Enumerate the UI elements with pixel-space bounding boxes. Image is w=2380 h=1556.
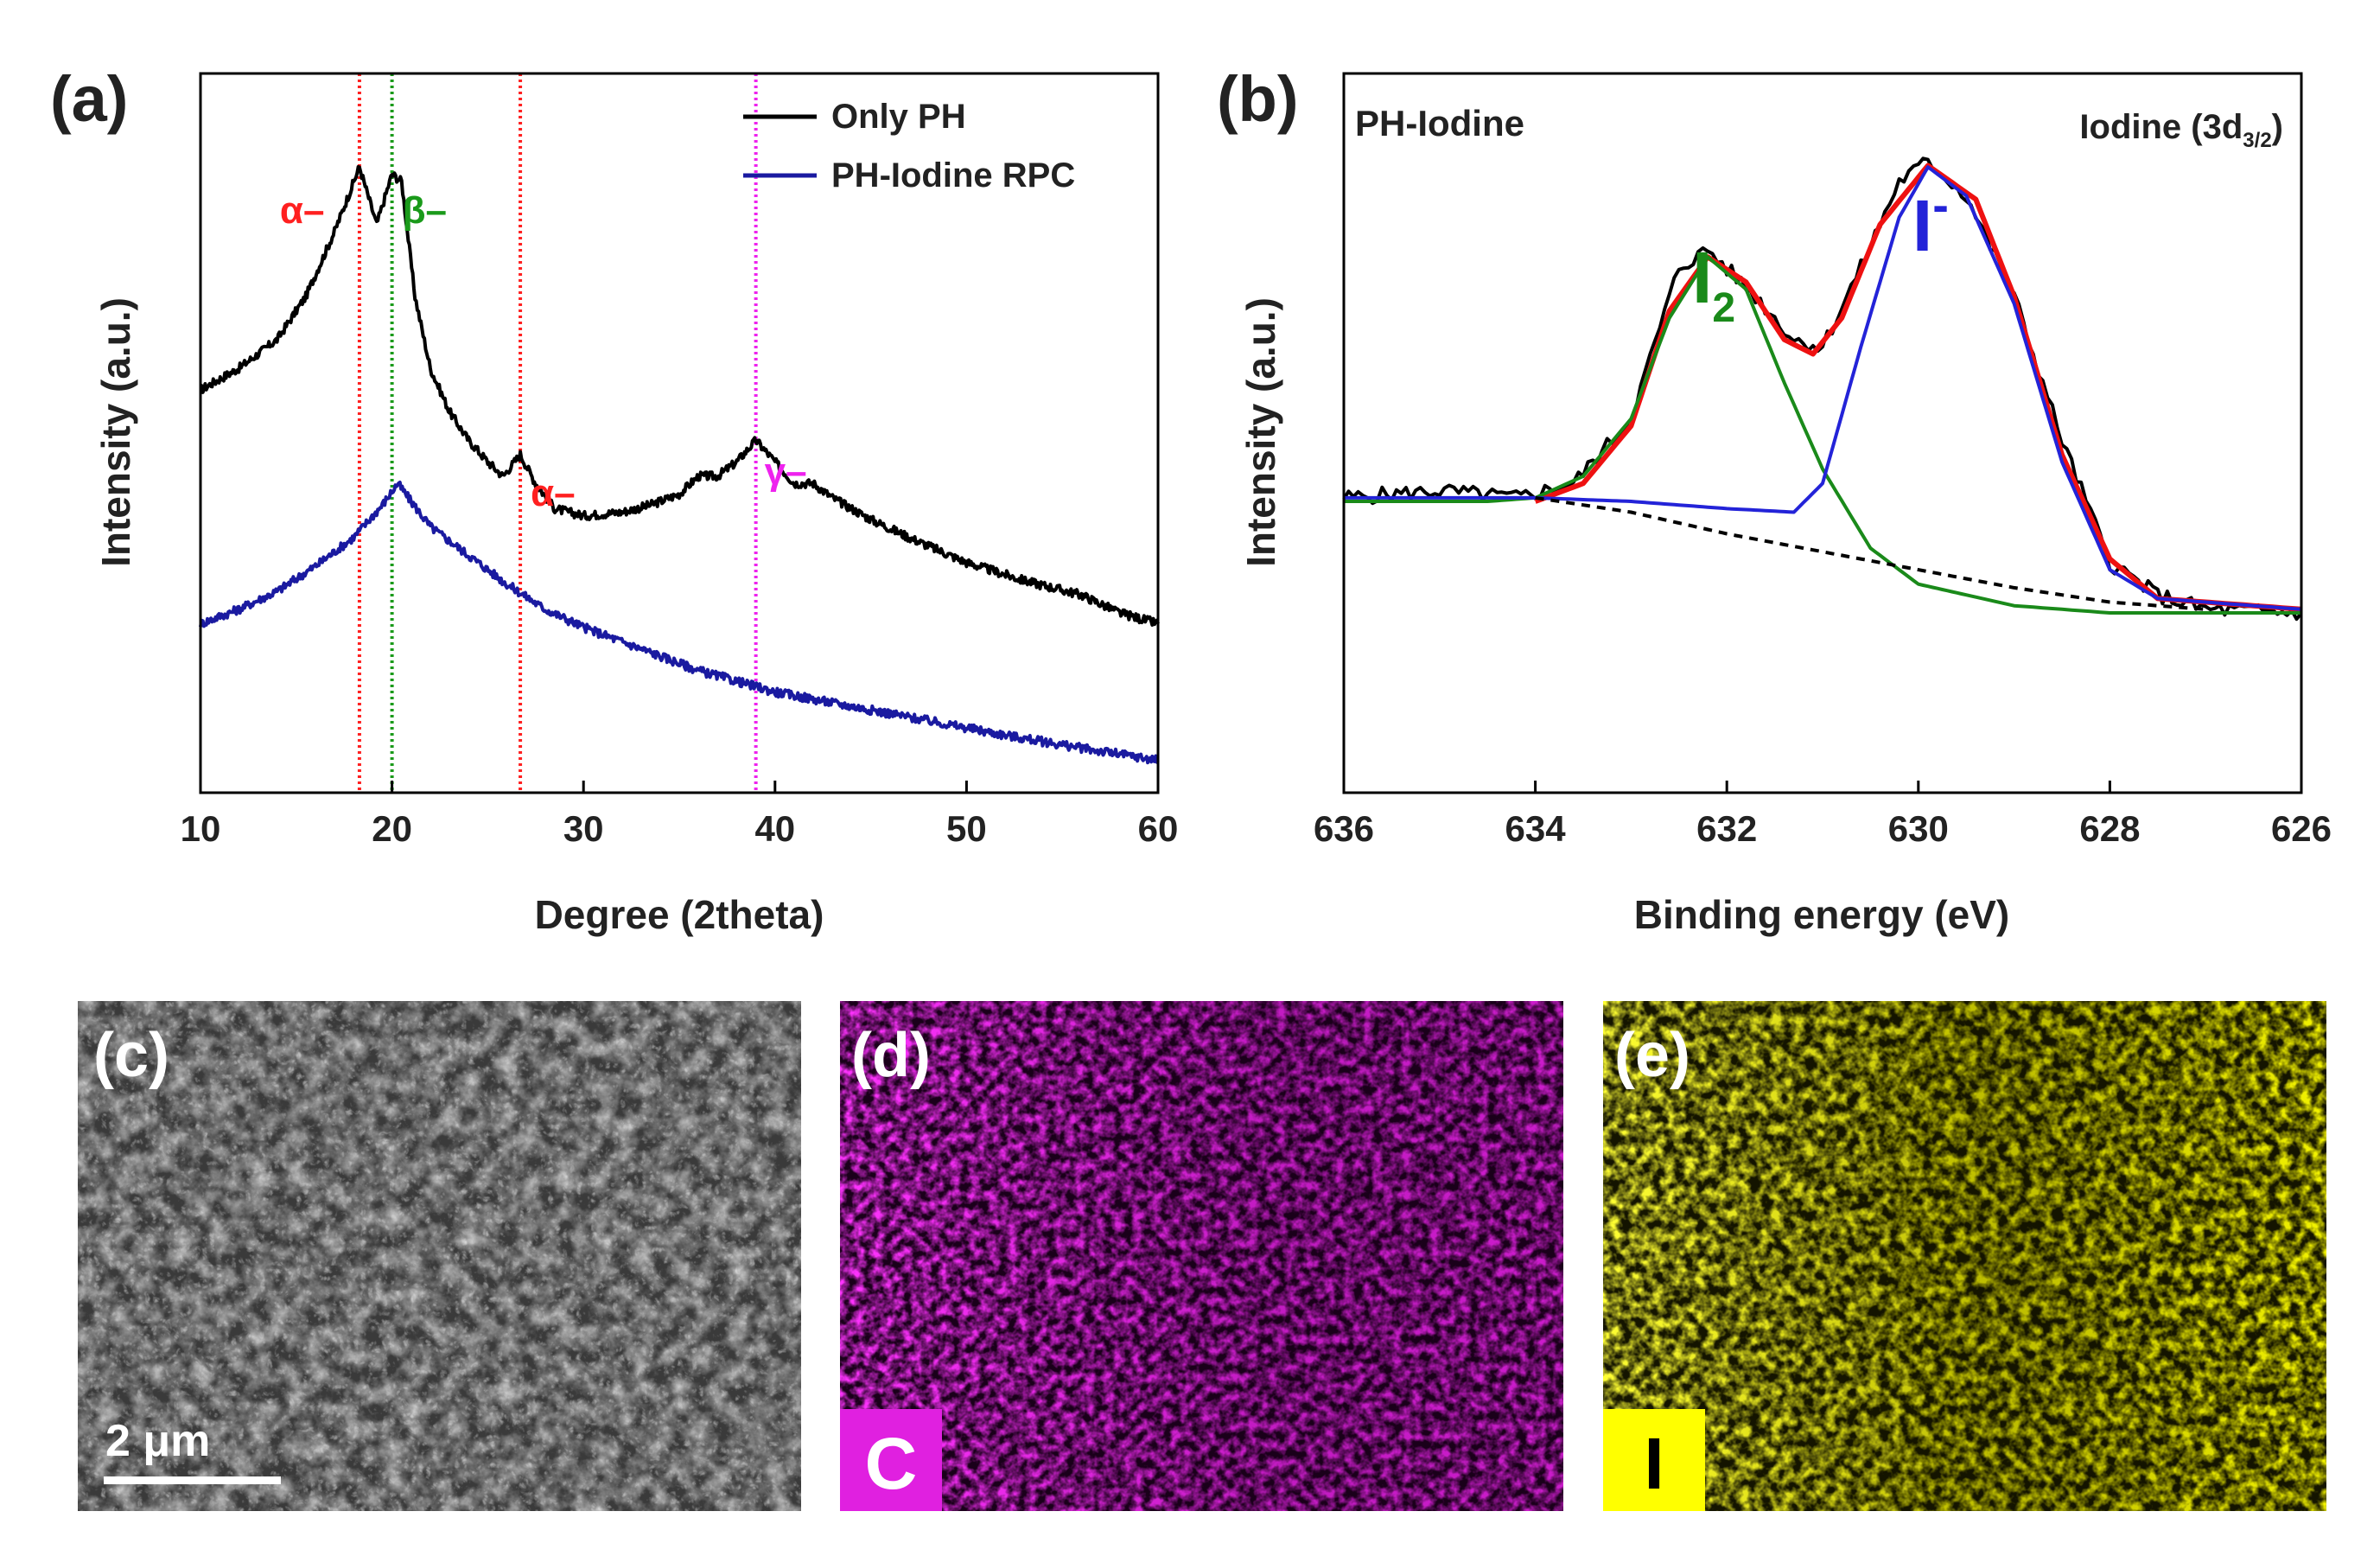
series-line-i2-component — [1344, 255, 2301, 615]
annotation-iodine-3d: Iodine (3d3/2) — [2079, 108, 2283, 152]
x-tick-label-b-626: 626 — [2271, 808, 2332, 849]
x-tick-label-b-630: 630 — [1888, 808, 1949, 849]
reference-label-2: α– — [531, 472, 576, 514]
legend-a: Only PH PH-Iodine RPC — [743, 98, 1075, 194]
series-line-raw-data — [1342, 156, 2303, 622]
reference-label-1: β– — [403, 189, 447, 232]
eds-map-iodine: (e) I — [1603, 1001, 2326, 1511]
element-badge-c — [840, 1409, 942, 1511]
xps-chart: (b) 636 634 632 630 628 626 PH-Iodine Iodine … — [1217, 63, 2332, 937]
x-tick-label-a-20: 20 — [372, 808, 412, 849]
element-badge-i — [1603, 1409, 1705, 1511]
panel-label-d: (d) — [851, 1021, 931, 1090]
series-line-background — [1535, 495, 2206, 611]
series-line-only-ph — [199, 165, 1160, 627]
scale-bar — [104, 1476, 281, 1484]
x-tick-label-b-632: 632 — [1696, 808, 1757, 849]
element-label-c: C — [865, 1423, 918, 1504]
panel-label-e: (e) — [1614, 1021, 1690, 1090]
x-tick-label-b-634: 634 — [1505, 808, 1567, 849]
peak-label-1: I- — [1912, 177, 1949, 266]
y-axis-title-b: Intensity (a.u.) — [1238, 297, 1283, 567]
x-tick-label-a-60: 60 — [1138, 808, 1179, 849]
scale-bar-label: 2 μm — [105, 1416, 210, 1466]
element-label-i: I — [1644, 1423, 1664, 1504]
chart-title-b: PH-Iodine — [1355, 103, 1524, 143]
x-tick-label-b-628: 628 — [2079, 808, 2140, 849]
series-line-i-component — [1344, 165, 2302, 611]
reference-label-3: γ– — [765, 450, 807, 493]
peak-label-0: I2 — [1692, 237, 1735, 331]
legend-label-only-ph: Only PH — [831, 98, 966, 136]
y-axis-title-a: Intensity (a.u.) — [93, 297, 138, 567]
eds-map-carbon: (d) C — [840, 1001, 1563, 1511]
x-tick-label-b-636: 636 — [1314, 808, 1374, 849]
series-line-ph-iodine-rpc — [199, 481, 1160, 765]
x-tick-label-a-10: 10 — [181, 808, 221, 849]
panel-label-c: (c) — [93, 1021, 169, 1090]
x-tick-label-a-40: 40 — [754, 808, 795, 849]
x-axis-title-a: Degree (2theta) — [535, 892, 824, 937]
xrd-chart: (a) 10 20 30 40 50 60 α– β– α– γ– Only PH PH-Iod… — [50, 63, 1178, 937]
x-tick-label-a-30: 30 — [563, 808, 604, 849]
panel-label-a: (a) — [50, 63, 128, 135]
panel-label-b: (b) — [1217, 63, 1299, 135]
plot-frame-b — [1342, 72, 2303, 794]
plot-frame-a — [199, 72, 1160, 794]
x-tick-label-a-50: 50 — [946, 808, 987, 849]
legend-label-ph-iodine-rpc: PH-Iodine RPC — [831, 156, 1075, 194]
reference-label-0: α– — [280, 189, 325, 232]
x-axis-title-b: Binding energy (eV) — [1634, 892, 2009, 937]
sem-image: (c) 2 μm — [78, 1001, 801, 1511]
